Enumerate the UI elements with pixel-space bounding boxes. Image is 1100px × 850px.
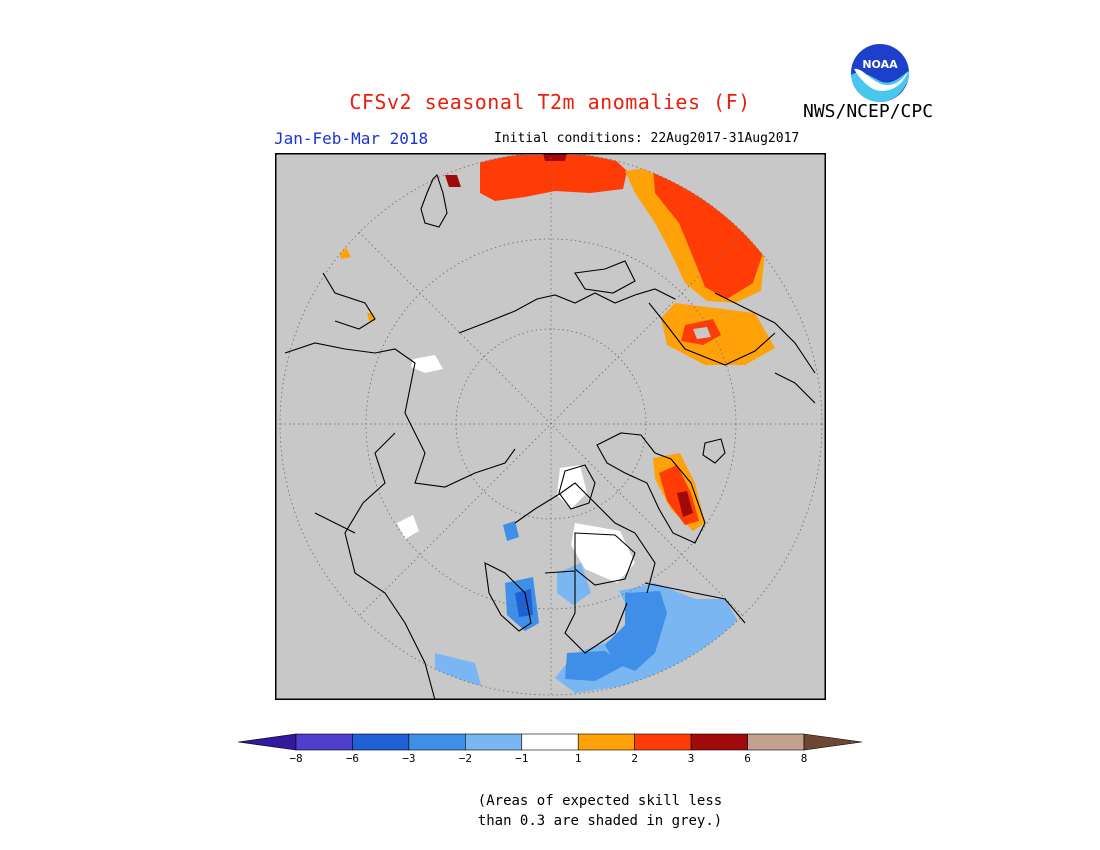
colorbar-tick-label: −6 bbox=[345, 752, 360, 765]
agency-label: NWS/NCEP/CPC bbox=[803, 101, 934, 122]
noaa-logo: NOAA bbox=[849, 42, 911, 104]
colorbar-bin-1 bbox=[295, 733, 353, 751]
colorbar-tick-label: 2 bbox=[631, 752, 638, 765]
colorbar-bin-7 bbox=[634, 733, 692, 751]
colorbar-bin-2 bbox=[352, 733, 410, 751]
map-frame bbox=[275, 153, 826, 700]
colorbar-bin-3 bbox=[408, 733, 466, 751]
colorbar-tick-label: 6 bbox=[744, 752, 751, 765]
chart-title: CFSv2 seasonal T2m anomalies (F) bbox=[349, 90, 751, 114]
colorbar-tick-label: 8 bbox=[800, 752, 808, 765]
colorbar-tick-label: 3 bbox=[687, 752, 695, 765]
initial-conditions-label: Initial conditions: 22Aug2017-31Aug2017 bbox=[494, 131, 800, 146]
graticule bbox=[279, 153, 823, 696]
colorbar bbox=[238, 733, 862, 751]
coastlines bbox=[284, 173, 816, 700]
colorbar-bin-10 bbox=[803, 733, 862, 751]
logo-text: NOAA bbox=[862, 58, 898, 71]
footnote-line-1: (Areas of expected skill less bbox=[477, 793, 723, 809]
colorbar-bin-4 bbox=[465, 733, 523, 751]
colorbar-tick-label: 1 bbox=[574, 752, 582, 765]
colorbar-bin-6 bbox=[577, 733, 635, 751]
skill-footnote: (Areas of expected skill less than 0.3 a… bbox=[470, 791, 730, 831]
footnote-line-2: than 0.3 are shaded in grey.) bbox=[477, 813, 723, 829]
colorbar-tick-label: −1 bbox=[515, 752, 529, 765]
colorbar-tick-label: −3 bbox=[402, 752, 416, 765]
colorbar-bin-0 bbox=[238, 733, 297, 751]
colorbar-bin-5 bbox=[521, 733, 579, 751]
polar-map bbox=[275, 153, 826, 700]
colorbar-bin-8 bbox=[690, 733, 748, 751]
colorbar-bin-9 bbox=[747, 733, 805, 751]
colorbar-tick-label: −8 bbox=[289, 752, 303, 765]
season-label: Jan-Feb-Mar 2018 bbox=[274, 129, 429, 148]
colorbar-tick-label: −2 bbox=[458, 752, 472, 765]
